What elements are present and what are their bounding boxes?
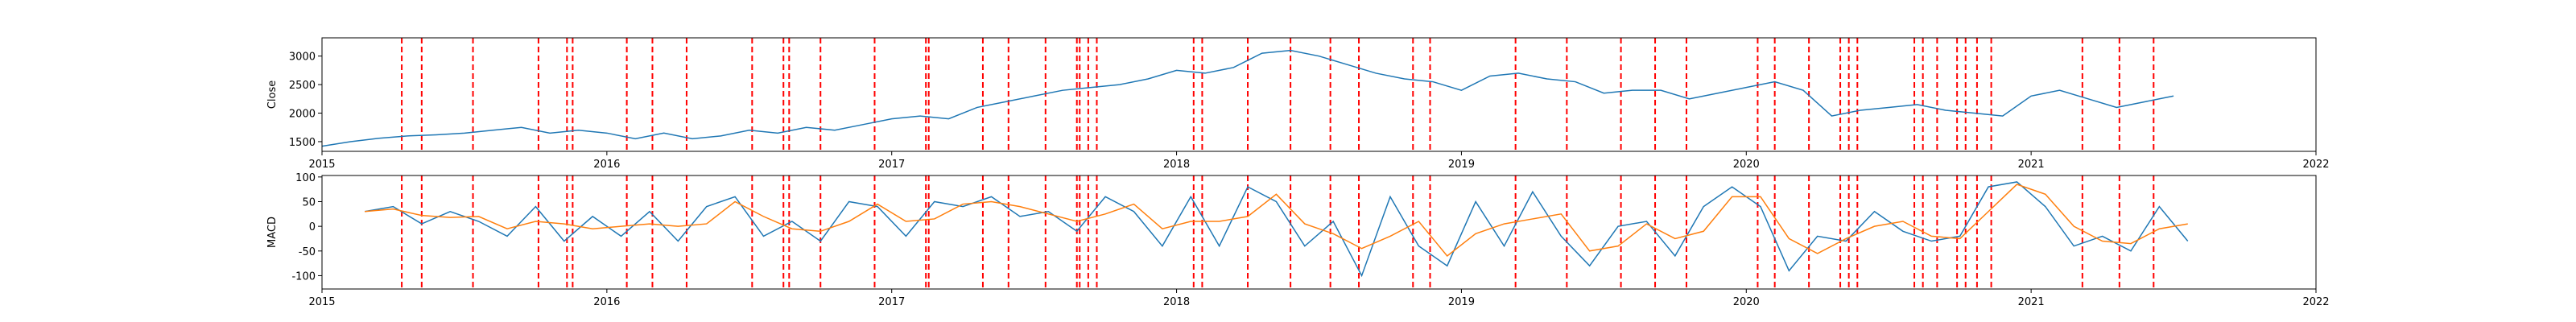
x-tick-label: 2018 <box>1163 296 1190 308</box>
data-line <box>364 181 2189 278</box>
y-tick-label: 2500 <box>289 80 316 92</box>
y-tick-label: -100 <box>291 270 316 283</box>
x-tick-label: 2015 <box>308 296 335 308</box>
x-tick-label: 2021 <box>2018 159 2045 171</box>
x-tick-label: 2022 <box>2302 159 2329 171</box>
axes-frame <box>321 37 2317 152</box>
x-tick-label: 2016 <box>593 159 620 171</box>
y-tick-label: 0 <box>309 221 316 233</box>
x-tick-label: 2017 <box>878 159 905 171</box>
y-tick-label: 2000 <box>289 109 316 121</box>
x-tick-label: 2018 <box>1163 159 1190 171</box>
y-tick-label: 100 <box>295 172 316 184</box>
x-tick-label: 2020 <box>1733 296 1760 308</box>
x-tick-label: 2017 <box>878 296 905 308</box>
x-tick-label: 2021 <box>2018 296 2045 308</box>
x-tick-label: 2015 <box>308 159 335 171</box>
y-tick-label: -50 <box>299 246 316 258</box>
y-axis-label: MACD <box>266 217 279 248</box>
x-tick-label: 2019 <box>1448 296 1475 308</box>
y-axis-label: Close <box>266 80 279 109</box>
axes-frame <box>321 175 2317 290</box>
x-tick-label: 2020 <box>1733 159 1760 171</box>
data-line <box>365 184 2188 257</box>
data-line <box>321 49 2174 147</box>
y-tick-label: 50 <box>302 196 316 208</box>
x-tick-label: 2022 <box>2302 296 2329 308</box>
y-tick-label: 1500 <box>289 137 316 149</box>
y-tick-label: 3000 <box>289 52 316 64</box>
x-tick-label: 2016 <box>593 296 620 308</box>
x-tick-label: 2019 <box>1448 159 1475 171</box>
